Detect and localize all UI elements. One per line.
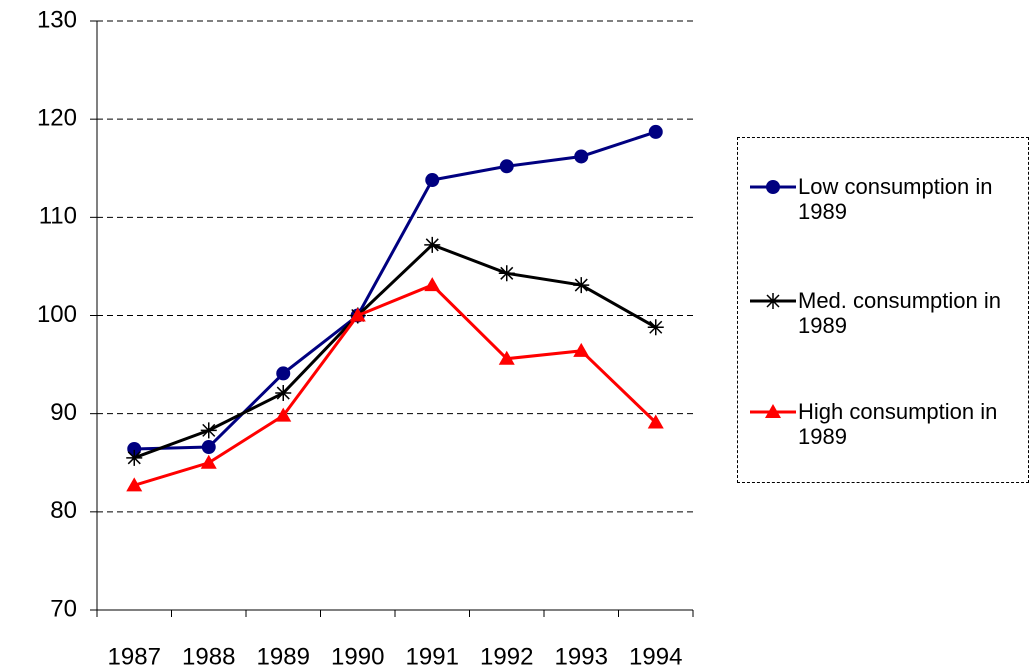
x-tick-label: 1992 — [480, 643, 533, 670]
y-tick-label: 90 — [50, 399, 77, 426]
legend-item: High consumption in 1989 — [748, 399, 1030, 449]
y-tick-label: 80 — [50, 497, 77, 524]
point — [573, 277, 590, 294]
point — [765, 293, 781, 309]
x-tick-label: 1990 — [331, 643, 384, 670]
x-tick-label: 1991 — [406, 643, 459, 670]
point — [275, 385, 292, 402]
point — [574, 149, 589, 164]
legend-label: Low consumption in 1989 — [798, 174, 993, 224]
point — [201, 440, 216, 455]
point — [765, 404, 781, 418]
point — [573, 342, 590, 357]
point — [126, 477, 143, 492]
point — [276, 366, 291, 381]
series — [126, 277, 664, 492]
y-tick-label: 70 — [50, 595, 77, 622]
legend-label: Med. consumption in 1989 — [798, 288, 1001, 338]
legend-item: Low consumption in 1989 — [748, 174, 1030, 224]
point — [499, 159, 514, 174]
point — [424, 236, 441, 253]
point — [648, 124, 663, 139]
x-tick-label: 1987 — [108, 643, 161, 670]
line — [133, 243, 657, 460]
point — [647, 319, 664, 336]
legend-key — [750, 293, 796, 309]
point — [425, 173, 440, 188]
point — [498, 350, 515, 365]
y-tick-label: 110 — [39, 203, 77, 230]
legend-key — [750, 180, 796, 194]
point — [424, 277, 441, 292]
point — [127, 442, 142, 457]
point — [275, 407, 292, 422]
legend-label: High consumption in 1989 — [798, 399, 998, 449]
legend: Low consumption in 1989 Med. consumption … — [737, 137, 1029, 483]
y-tick-label: 130 — [37, 6, 77, 33]
line — [133, 283, 657, 487]
point — [200, 422, 217, 439]
x-tick-label: 1993 — [555, 643, 608, 670]
x-tick-label: 1994 — [629, 643, 682, 670]
x-tick-label: 1989 — [257, 643, 310, 670]
y-tick-label: 100 — [37, 301, 77, 328]
y-tick-label: 120 — [37, 105, 77, 132]
point — [200, 454, 217, 469]
legend-key — [750, 404, 796, 418]
series — [127, 124, 663, 457]
point — [766, 180, 780, 194]
legend-item: Med. consumption in 1989 — [748, 288, 1030, 338]
point — [349, 307, 366, 322]
x-tick-label: 1988 — [182, 643, 235, 670]
point — [647, 414, 664, 429]
line — [134, 130, 657, 451]
point — [126, 449, 143, 466]
point — [498, 265, 515, 282]
